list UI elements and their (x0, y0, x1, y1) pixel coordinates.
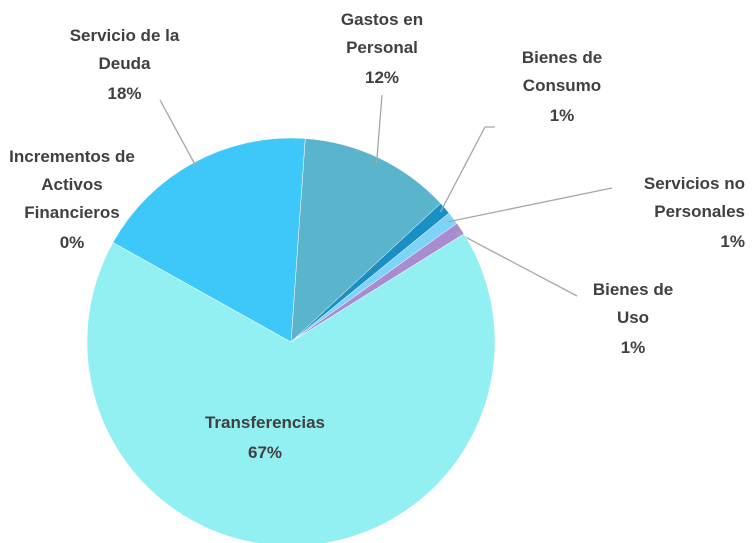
slice-value-label: 12% (364, 68, 400, 87)
leader-line (448, 187, 613, 223)
slice-label: Servicios no Personales (643, 174, 745, 221)
slice-label: Transferencias (204, 413, 325, 432)
slice-label: Incrementos de Activos Financieros (9, 147, 135, 222)
leader-line (159, 99, 198, 169)
slice-label: Bienes de Consumo (521, 48, 603, 95)
slice-label: Bienes de Uso (592, 280, 674, 327)
slice-value-label: 1% (549, 106, 575, 125)
slice-label: Gastos en Personal (340, 10, 424, 57)
pie-slice (86, 233, 496, 543)
slice-value-label: 1% (720, 232, 745, 251)
leader-line (375, 94, 383, 164)
leader-line (455, 231, 578, 297)
slice-value-label: 0% (59, 233, 85, 252)
slice-value-label: 1% (620, 338, 646, 357)
slice-value-label: 18% (107, 84, 142, 103)
slice-label: Servicio de la Deuda (69, 26, 180, 73)
slice-value-label: 67% (247, 443, 283, 462)
leader-line (439, 126, 495, 213)
pie-slice (290, 138, 442, 343)
